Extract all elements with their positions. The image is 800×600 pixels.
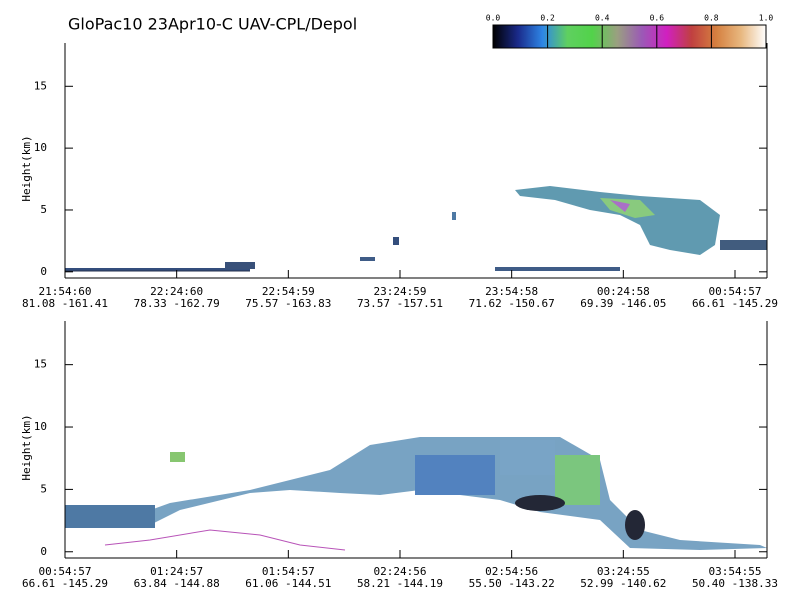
x-tick-location: 73.57 -157.51: [357, 297, 443, 310]
colorbar-tick-label: 0.4: [595, 14, 610, 23]
x-tick-label: 22:54:59: [262, 285, 315, 298]
y-tick-label: 15: [34, 79, 47, 92]
x-tick-label: 03:54:55: [708, 565, 761, 578]
x-tick-location: 69.39 -146.05: [580, 297, 666, 310]
y-tick-label: 0: [40, 545, 47, 558]
x-tick-label: 01:54:57: [262, 565, 315, 578]
colorbar-scale: [492, 24, 767, 49]
x-tick-location: 50.40 -138.33: [692, 577, 778, 590]
x-tick-label: 00:24:58: [597, 285, 650, 298]
colorbar-tick-label: 0.2: [540, 14, 555, 23]
colorbar-tick-label: 0.8: [704, 14, 719, 23]
y-axis-label: Height(km): [20, 414, 33, 480]
x-tick-label: 02:24:56: [374, 565, 427, 578]
x-tick-location: 61.06 -144.51: [245, 577, 331, 590]
x-tick-location: 52.99 -140.62: [580, 577, 666, 590]
x-tick-location: 66.61 -145.29: [22, 577, 108, 590]
x-tick-location: 75.57 -163.83: [245, 297, 331, 310]
y-tick-label: 10: [34, 420, 47, 433]
x-tick-location: 58.21 -144.19: [357, 577, 443, 590]
x-tick-location: 66.61 -145.29: [692, 297, 778, 310]
x-tick-location: 71.62 -150.67: [469, 297, 555, 310]
chart-title: GloPac10 23Apr10-C UAV-CPL/Depol: [68, 15, 357, 34]
x-tick-location: 63.84 -144.88: [134, 577, 220, 590]
x-tick-label: 23:54:58: [485, 285, 538, 298]
x-tick-label: 03:24:55: [597, 565, 650, 578]
y-tick-label: 10: [34, 141, 47, 154]
colorbar-tick-label: 1.0: [759, 14, 774, 23]
y-tick-label: 5: [40, 482, 47, 495]
x-tick-label: 23:24:59: [374, 285, 427, 298]
y-tick-label: 5: [40, 203, 47, 216]
colorbar-tick-label: 0.6: [650, 14, 665, 23]
colorbar: 0.0 0.2 0.4 0.6 0.8 1.0: [486, 14, 774, 49]
x-tick-label: 00:54:57: [39, 565, 92, 578]
y-axis-label: Height(km): [20, 135, 33, 201]
x-tick-location: 78.33 -162.79: [134, 297, 220, 310]
x-tick-label: 02:54:56: [485, 565, 538, 578]
x-tick-location: 81.08 -161.41: [22, 297, 108, 310]
y-tick-label: 15: [34, 358, 47, 371]
y-tick-label: 0: [40, 265, 47, 278]
x-tick-label: 01:24:57: [150, 565, 203, 578]
backscatter-curtain: [65, 186, 767, 551]
x-tick-label: 22:24:60: [150, 285, 203, 298]
colorbar-tick-label: 0.0: [486, 14, 501, 23]
x-tick-label: 00:54:57: [708, 285, 761, 298]
x-tick-label: 21:54:60: [39, 285, 92, 298]
x-tick-location: 55.50 -143.22: [469, 577, 555, 590]
